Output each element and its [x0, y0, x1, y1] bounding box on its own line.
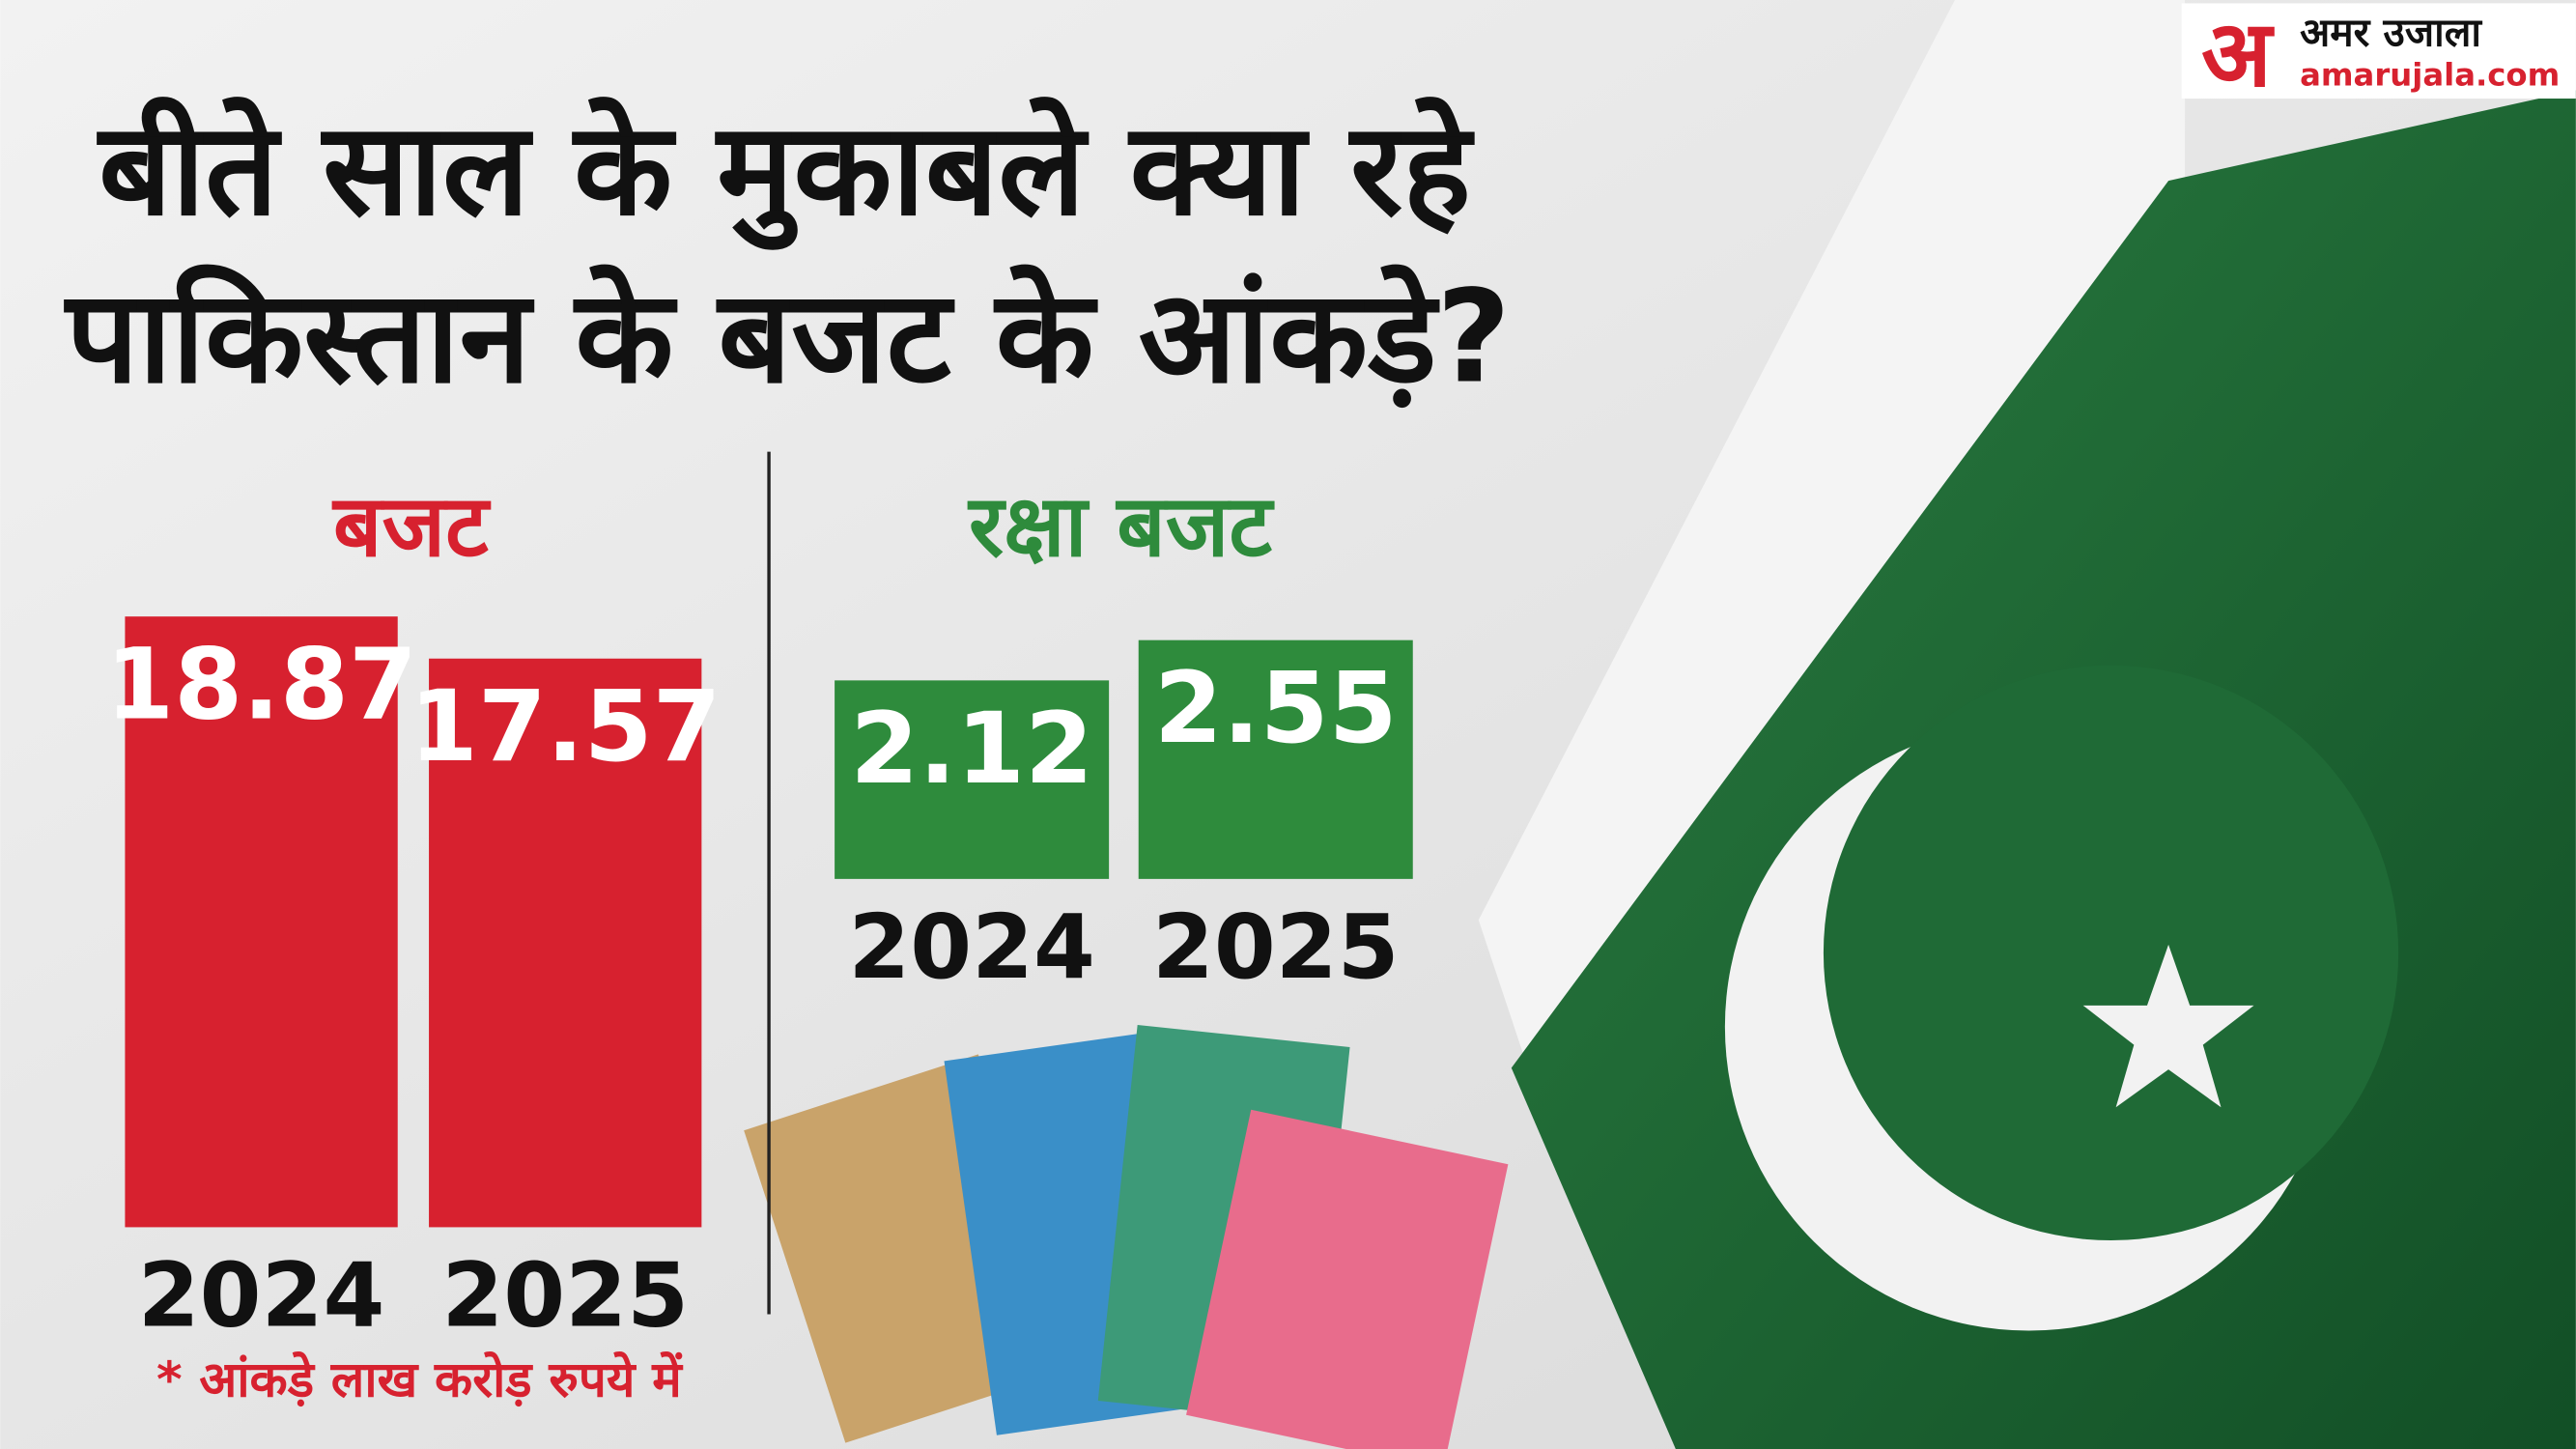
x-tick-label: 2024	[848, 895, 1095, 999]
logo-name: अमर उजाला	[2300, 10, 2482, 56]
bar	[125, 616, 398, 1228]
flag	[1478, 0, 2576, 1449]
bar	[1138, 639, 1413, 879]
title-line: पाकिस्तान के बजट के आंकड़े?	[63, 264, 1511, 412]
chart-title: रक्षा बजट	[967, 476, 1275, 576]
value-label: 2.12	[850, 692, 1093, 807]
x-tick-label: 2025	[1152, 895, 1400, 999]
value-label: 2.55	[1154, 651, 1398, 766]
value-label: 18.87	[105, 628, 417, 743]
bar	[835, 680, 1110, 879]
chart-title: बजट	[331, 476, 492, 576]
logo-mark: अ	[2201, 1, 2275, 107]
currency-notes	[744, 1024, 1509, 1449]
footnote: * आंकड़े लाख करोड़ रुपये में	[156, 1351, 684, 1409]
value-label: 17.57	[410, 669, 722, 784]
logo-box	[2181, 3, 2576, 99]
x-tick-label: 2025	[441, 1243, 689, 1347]
bar	[429, 658, 702, 1228]
logo-site: amarujala.com	[2300, 56, 2560, 93]
x-tick-label: 2024	[138, 1243, 385, 1347]
title-line: बीते साल के मुकाबले क्या रहे	[96, 96, 1475, 250]
